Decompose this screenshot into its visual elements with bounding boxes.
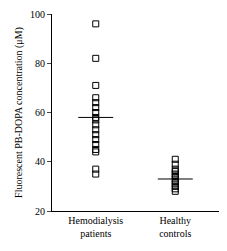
svg-text:60: 60: [35, 107, 45, 118]
svg-text:40: 40: [35, 156, 45, 167]
svg-text:Healthycontrols: Healthycontrols: [159, 215, 191, 239]
svg-text:Hemodialysispatients: Hemodialysispatients: [68, 215, 123, 239]
svg-text:100: 100: [30, 9, 45, 20]
svg-text:20: 20: [35, 206, 45, 217]
svg-text:Fluorescent PB-DOPA concentrat: Fluorescent PB-DOPA concentration (μM): [13, 27, 25, 198]
svg-text:80: 80: [35, 58, 45, 69]
